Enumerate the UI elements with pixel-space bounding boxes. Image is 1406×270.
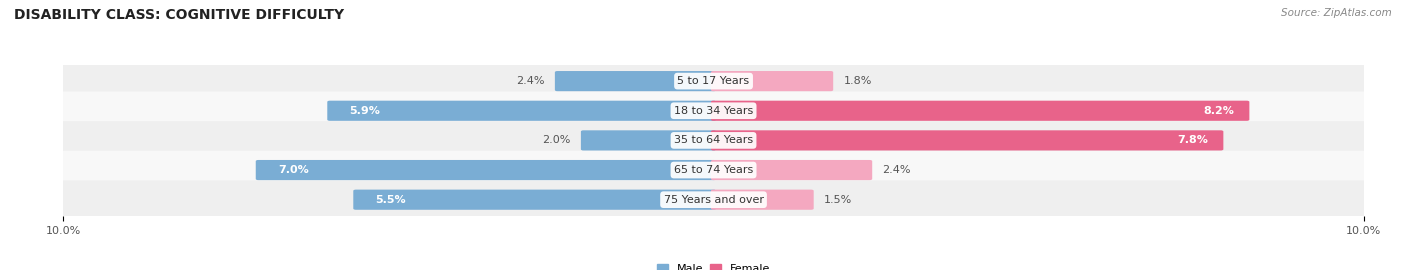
Text: 18 to 34 Years: 18 to 34 Years bbox=[673, 106, 754, 116]
Text: 1.5%: 1.5% bbox=[824, 195, 852, 205]
Text: 7.0%: 7.0% bbox=[278, 165, 308, 175]
Text: 2.4%: 2.4% bbox=[516, 76, 544, 86]
Text: 75 Years and over: 75 Years and over bbox=[664, 195, 763, 205]
FancyBboxPatch shape bbox=[555, 71, 716, 91]
FancyBboxPatch shape bbox=[711, 190, 814, 210]
Text: 1.8%: 1.8% bbox=[844, 76, 872, 86]
FancyBboxPatch shape bbox=[53, 151, 1374, 189]
Text: Source: ZipAtlas.com: Source: ZipAtlas.com bbox=[1281, 8, 1392, 18]
FancyBboxPatch shape bbox=[711, 130, 1223, 150]
FancyBboxPatch shape bbox=[53, 121, 1374, 160]
Text: 7.8%: 7.8% bbox=[1177, 135, 1208, 146]
Text: 65 to 74 Years: 65 to 74 Years bbox=[673, 165, 754, 175]
Text: 5.9%: 5.9% bbox=[349, 106, 380, 116]
Text: 8.2%: 8.2% bbox=[1204, 106, 1234, 116]
FancyBboxPatch shape bbox=[53, 180, 1374, 219]
FancyBboxPatch shape bbox=[353, 190, 716, 210]
FancyBboxPatch shape bbox=[711, 71, 834, 91]
FancyBboxPatch shape bbox=[711, 160, 872, 180]
Text: 2.0%: 2.0% bbox=[543, 135, 571, 146]
FancyBboxPatch shape bbox=[711, 101, 1250, 121]
Text: 2.4%: 2.4% bbox=[883, 165, 911, 175]
FancyBboxPatch shape bbox=[53, 62, 1374, 100]
FancyBboxPatch shape bbox=[53, 92, 1374, 130]
FancyBboxPatch shape bbox=[256, 160, 716, 180]
Text: 35 to 64 Years: 35 to 64 Years bbox=[673, 135, 754, 146]
FancyBboxPatch shape bbox=[581, 130, 716, 150]
Legend: Male, Female: Male, Female bbox=[652, 259, 775, 270]
Text: DISABILITY CLASS: COGNITIVE DIFFICULTY: DISABILITY CLASS: COGNITIVE DIFFICULTY bbox=[14, 8, 344, 22]
FancyBboxPatch shape bbox=[328, 101, 716, 121]
Text: 5.5%: 5.5% bbox=[375, 195, 406, 205]
Text: 5 to 17 Years: 5 to 17 Years bbox=[678, 76, 749, 86]
